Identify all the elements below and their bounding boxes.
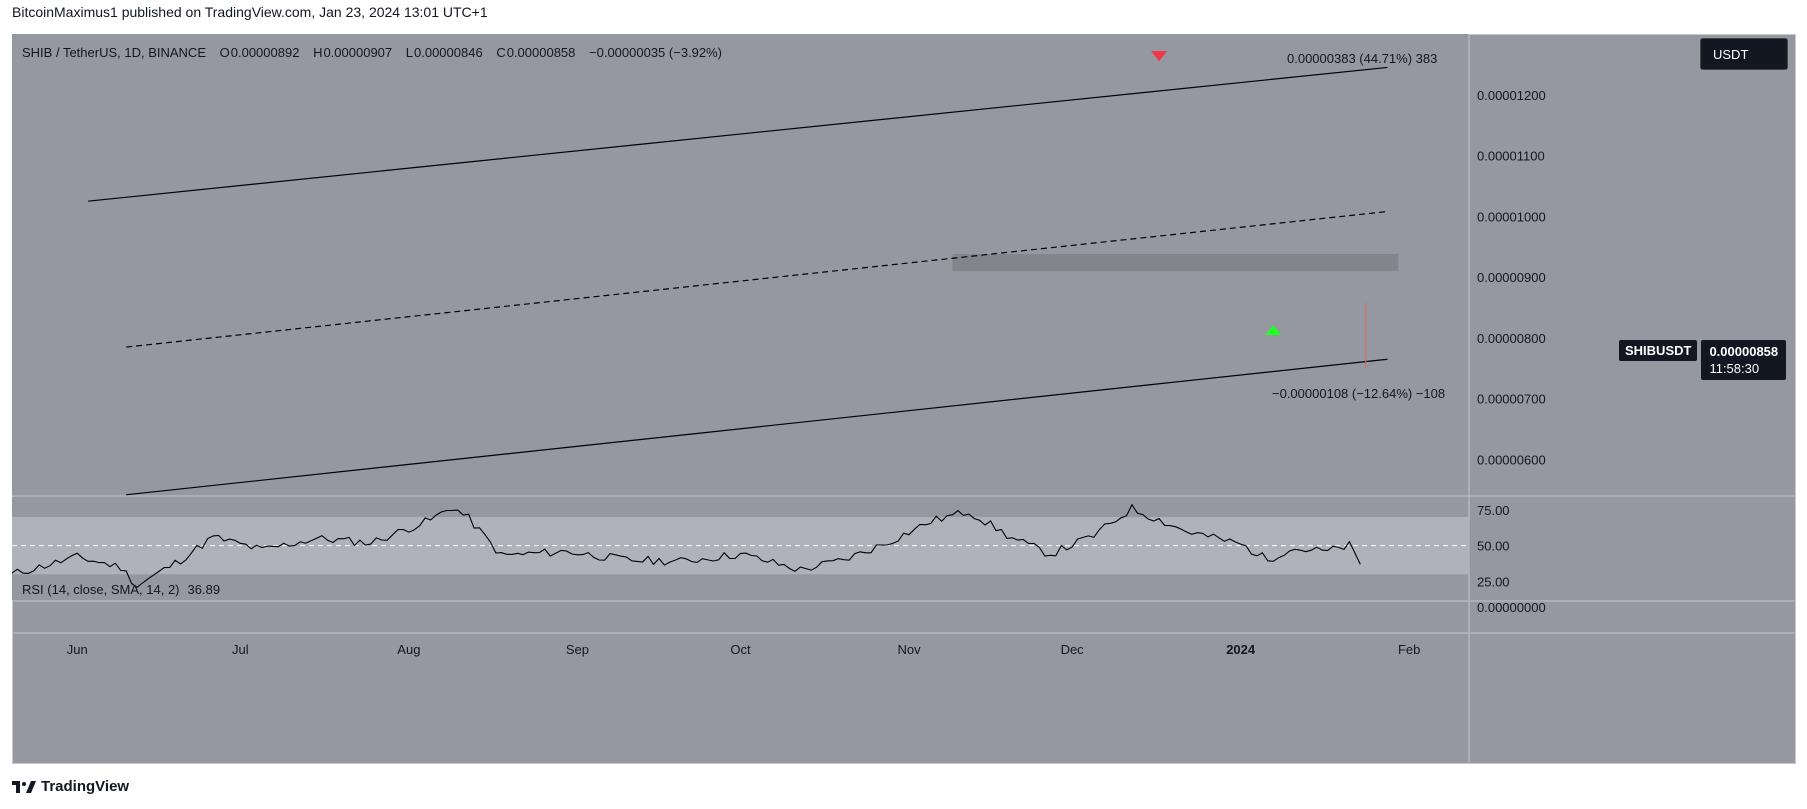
price-tick-label: 0.00000900 — [1477, 270, 1546, 285]
lower-measure-label: −0.00000108 (−12.64%) −108 — [1272, 386, 1445, 401]
red-down-marker — [1151, 51, 1168, 62]
rsi-line — [12, 503, 1361, 588]
price-tick-label: 0.00001100 — [1477, 149, 1545, 164]
tradingview-wordmark: TradingView — [41, 778, 130, 795]
symbol-label[interactable]: SHIB / TetherUS, 1D, BINANCE — [22, 45, 206, 60]
ohlc-legend: SHIB / TetherUS, 1D, BINANCE O0.00000892… — [22, 45, 722, 60]
time-tick-label: Nov — [897, 642, 921, 657]
channel-lower-line — [126, 358, 1388, 496]
rsi-label[interactable]: RSI (14, close, SMA, 14, 2) — [22, 582, 180, 597]
change-value: −0.00000035 (−3.92%) — [589, 45, 723, 60]
time-tick-label: Oct — [730, 642, 751, 657]
price-tag-countdown: 11:58:30 — [1709, 361, 1760, 376]
time-tick-label: Sep — [566, 642, 589, 657]
time-tick-label: Feb — [1398, 642, 1420, 657]
green-up-marker — [1265, 325, 1282, 336]
price-tick-label: 0.00000700 — [1477, 392, 1546, 407]
currency-button[interactable]: USDT — [1700, 38, 1788, 70]
time-tick-label: Jul — [232, 642, 249, 657]
price-tick-label: 0.00000600 — [1477, 453, 1546, 468]
open-key: O — [219, 45, 230, 60]
time-tick-label: 2024 — [1226, 642, 1256, 657]
upper-measure-label: 0.00000383 (44.71%) 383 — [1287, 51, 1437, 66]
price-tick-label: 0.00001000 — [1477, 209, 1546, 224]
rsi-tick-label: 75.00 — [1477, 503, 1510, 518]
low-value: 0.00000846 — [414, 45, 483, 60]
rsi-legend: RSI (14, close, SMA, 14, 2) 36.89 — [22, 582, 220, 597]
tradingview-icon — [12, 780, 36, 793]
price-tag-price: 0.00000858 — [1709, 344, 1779, 359]
price-tag-box: 0.00000858 11:58:30 — [1701, 340, 1787, 380]
time-tick-label: Dec — [1061, 642, 1085, 657]
high-key: H — [313, 45, 323, 60]
price-tick-label: 0.00001200 — [1477, 88, 1546, 103]
time-tick-label: Jun — [67, 642, 88, 657]
channel-upper-line — [88, 66, 1388, 202]
price-chart[interactable]: 0.00001200 0.00001100 0.00001000 0.00000900… — [12, 34, 1796, 764]
time-tick-label: Aug — [397, 642, 420, 657]
close-key: C — [496, 45, 506, 60]
rsi-tick-label: 50.00 — [1477, 539, 1510, 554]
rsi-bottom-tick-label: 0.00000000 — [1477, 600, 1546, 615]
price-tag-symbol: SHIBUSDT — [1619, 340, 1698, 361]
close-value: 0.00000858 — [506, 45, 576, 60]
tradingview-logo[interactable]: TradingView — [12, 778, 129, 795]
resistance-zone — [952, 254, 1399, 272]
price-tick-label: 0.00000800 — [1477, 331, 1546, 346]
high-value: 0.00000907 — [323, 45, 393, 60]
channel-middle-line — [126, 210, 1388, 348]
open-value: 0.00000892 — [230, 45, 300, 60]
rsi-value: 36.89 — [187, 582, 221, 597]
publisher-line: BitcoinMaximus1 published on TradingView… — [12, 4, 488, 20]
last-price-tag: SHIBUSDT 0.00000858 11:58:30 — [1619, 340, 1787, 380]
rsi-tick-label: 25.00 — [1477, 574, 1510, 589]
rsi-band — [12, 517, 1469, 575]
low-key: L — [405, 45, 413, 60]
